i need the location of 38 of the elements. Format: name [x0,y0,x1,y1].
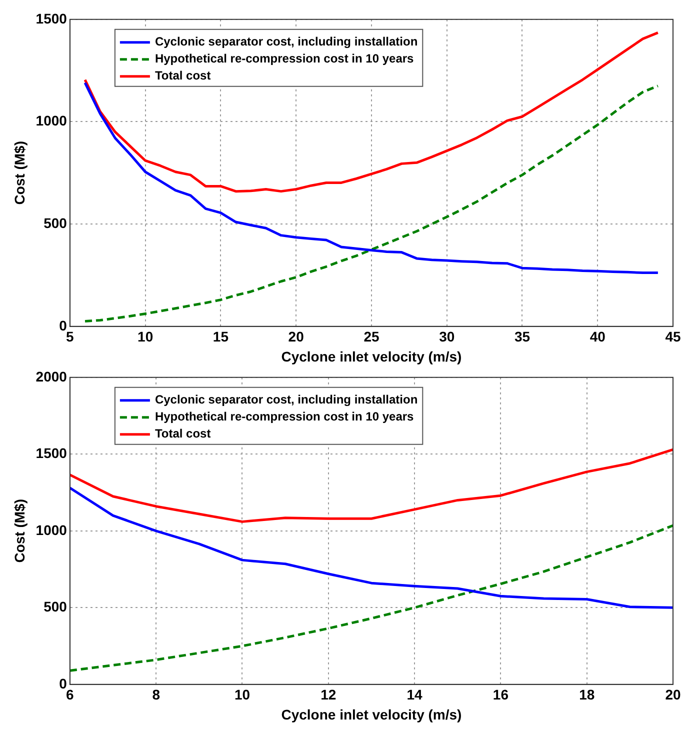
line-series [70,524,673,672]
y-tick-label: 2000 [36,368,68,384]
x-tick-label: 30 [439,328,455,345]
legend-label: Hypothetical re-compression cost in 10 years [154,410,414,424]
legend-label: Cyclonic separator cost, including installation [154,34,418,49]
x-tick-label: 5 [66,328,74,345]
legend-label: Hypothetical re-compression cost in 10 years [154,52,414,66]
x-tick-label: 8 [152,686,160,703]
x-tick-label: 14 [406,686,423,703]
y-axis-title: Cost (M$) [11,141,28,205]
x-tick-label: 18 [579,686,595,703]
x-tick-label: 10 [234,686,250,703]
x-axis-title: Cyclone inlet velocity (m/s) [281,348,462,364]
legend-label: Total cost [154,68,211,83]
y-axis-title: Cost (M$) [11,499,28,563]
y-tick-label: 0 [59,675,68,692]
line-series [84,84,660,323]
x-tick-label: 40 [590,328,606,345]
y-tick-label: 1500 [36,10,68,26]
legend-label: Total cost [154,426,211,441]
x-tick-label: 16 [492,686,509,703]
x-tick-label: 12 [320,686,336,703]
x-tick-label: 6 [66,686,74,703]
x-tick-label: 15 [212,328,229,345]
y-tick-label: 1000 [36,522,68,538]
y-tick-label: 500 [44,598,68,615]
x-axis-title: Cyclone inlet velocity (m/s) [281,706,462,722]
x-tick-label: 25 [364,328,380,345]
x-tick-label: 20 [665,686,681,703]
x-tick-label: 20 [288,328,304,345]
y-tick-label: 500 [44,214,68,231]
legend-label: Cyclonic separator cost, including installation [154,392,418,407]
x-tick-label: 35 [514,328,530,345]
x-tick-label: 10 [138,328,154,345]
y-tick-label: 1500 [36,445,68,462]
y-tick-label: 0 [59,317,68,334]
x-tick-label: 45 [665,328,681,345]
y-tick-label: 1000 [36,112,68,129]
